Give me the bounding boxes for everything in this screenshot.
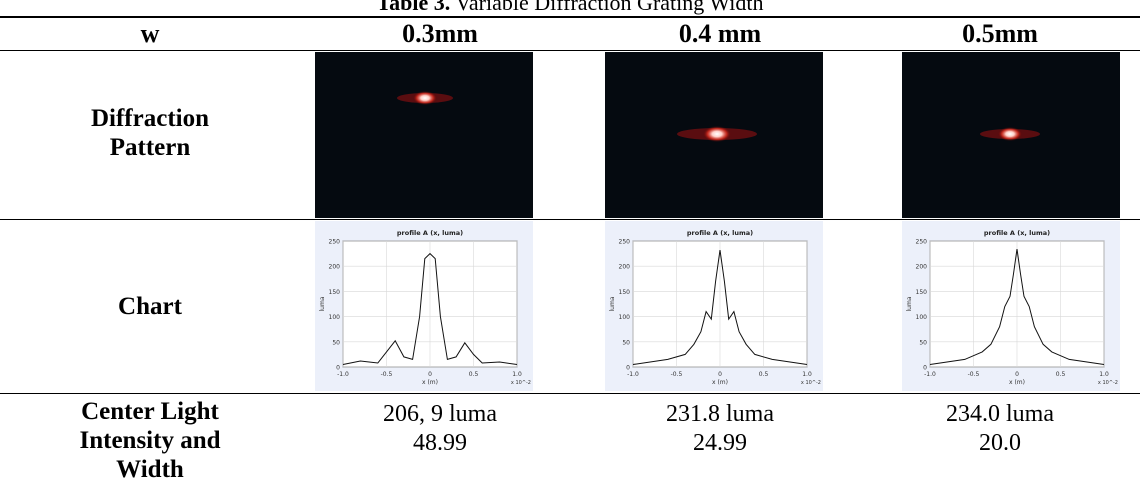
chart-title: profile A (x, luma)	[397, 229, 463, 237]
x-axis-label: x (m)	[422, 379, 438, 386]
x-axis-label: x (m)	[1009, 379, 1025, 386]
x-tick-label: -0.5	[671, 371, 683, 378]
y-tick-label: 200	[619, 264, 631, 271]
center-value-2: 231.8 luma 24.99	[580, 400, 860, 458]
y-axis-label: luma	[319, 296, 326, 311]
x-tick-label: -1.0	[337, 371, 349, 378]
profile-chart-1: 0 50 100 150 200 250 -1.0 -0.5 0 0.5 1.0 profile A …	[319, 229, 531, 386]
y-tick-label: 150	[916, 289, 928, 296]
x-tick-label: -1.0	[924, 371, 936, 378]
chart-panel-2: 0 50 100 150 200 250 -1.0 -0.5 0 0.5 1.0 profile A …	[605, 221, 823, 391]
y-tick-label: 0	[923, 365, 927, 372]
y-tick-label: 50	[622, 339, 630, 346]
header-rule	[0, 50, 1140, 51]
pattern-row-rule	[0, 219, 1140, 220]
y-tick-label: 100	[619, 314, 631, 321]
width-value: 24.99	[693, 430, 747, 456]
x-tick-label: 0.5	[1056, 371, 1066, 378]
row-label-center: Center Light Intensity and Width	[79, 398, 221, 483]
diffraction-image-2	[605, 52, 823, 218]
y-tick-label: 150	[329, 289, 341, 296]
intensity-value: 231.8 luma	[666, 401, 774, 427]
header-param: w	[140, 19, 160, 48]
x-tick-label: 0	[1015, 371, 1019, 378]
chart-panel-1: 0 50 100 150 200 250 -1.0 -0.5 0 0.5 1.0 profile A …	[315, 221, 533, 391]
diffraction-image-3	[902, 52, 1120, 218]
x-tick-label: 1.0	[512, 371, 522, 378]
profile-chart-2: 0 50 100 150 200 250 -1.0 -0.5 0 0.5 1.0 profile A …	[609, 229, 821, 386]
chart-row-rule	[0, 393, 1140, 394]
diffraction-image-1	[315, 52, 533, 218]
center-value-1: 206, 9 luma 48.99	[300, 400, 580, 458]
header-col-1: 0.3mm	[402, 19, 478, 48]
width-value: 20.0	[979, 430, 1021, 456]
row-label-pattern: Diffraction Pattern	[90, 105, 210, 161]
x-tick-label: 0	[718, 371, 722, 378]
row-label-chart: Chart	[118, 293, 182, 320]
y-tick-label: 150	[619, 289, 631, 296]
y-tick-label: 250	[916, 239, 928, 246]
x-tick-label: -1.0	[627, 371, 639, 378]
profile-line	[342, 252, 518, 365]
center-value-3: 234.0 luma 20.0	[860, 400, 1140, 458]
y-tick-label: 0	[626, 365, 630, 372]
caption-title: Variable Diffraction Grating Width	[455, 0, 764, 15]
y-tick-label: 250	[619, 239, 631, 246]
x-axis-label: x (m)	[712, 379, 728, 386]
y-tick-label: 250	[329, 239, 341, 246]
header-col-2: 0.4 mm	[678, 19, 762, 48]
profile-line	[929, 249, 1105, 365]
y-axis-label: luma	[906, 296, 913, 311]
table-caption: Table 3. Variable Diffraction Grating Wi…	[0, 0, 1140, 15]
y-tick-label: 200	[916, 264, 928, 271]
y-tick-label: 50	[332, 339, 340, 346]
chart-panel-3: 0 50 100 150 200 250 -1.0 -0.5 0 0.5 1.0 profile A …	[902, 221, 1120, 391]
x-tick-label: -0.5	[968, 371, 980, 378]
x-tick-label: 1.0	[1099, 371, 1109, 378]
width-value: 48.99	[413, 430, 467, 456]
chart-title: profile A (x, luma)	[687, 229, 753, 237]
y-axis-label: luma	[609, 296, 616, 311]
y-tick-label: 100	[329, 314, 341, 321]
profile-line	[632, 250, 808, 365]
y-tick-label: 100	[916, 314, 928, 321]
x-exponent-label: x 10^-2	[1098, 380, 1118, 386]
x-tick-label: 0.5	[759, 371, 769, 378]
intensity-value: 234.0 luma	[946, 401, 1054, 427]
y-tick-label: 200	[329, 264, 341, 271]
top-rule	[0, 16, 1140, 18]
y-tick-label: 0	[336, 365, 340, 372]
profile-chart-3: 0 50 100 150 200 250 -1.0 -0.5 0 0.5 1.0 profile A …	[906, 229, 1118, 386]
x-tick-label: -0.5	[381, 371, 393, 378]
x-tick-label: 0.5	[469, 371, 479, 378]
x-tick-label: 1.0	[802, 371, 812, 378]
y-tick-label: 50	[919, 339, 927, 346]
header-col-3: 0.5mm	[962, 19, 1038, 48]
x-exponent-label: x 10^-2	[801, 380, 821, 386]
chart-title: profile A (x, luma)	[984, 229, 1050, 237]
x-tick-label: 0	[428, 371, 432, 378]
intensity-value: 206, 9 luma	[383, 401, 497, 427]
x-exponent-label: x 10^-2	[511, 380, 531, 386]
caption-label: Table 3.	[376, 0, 451, 15]
